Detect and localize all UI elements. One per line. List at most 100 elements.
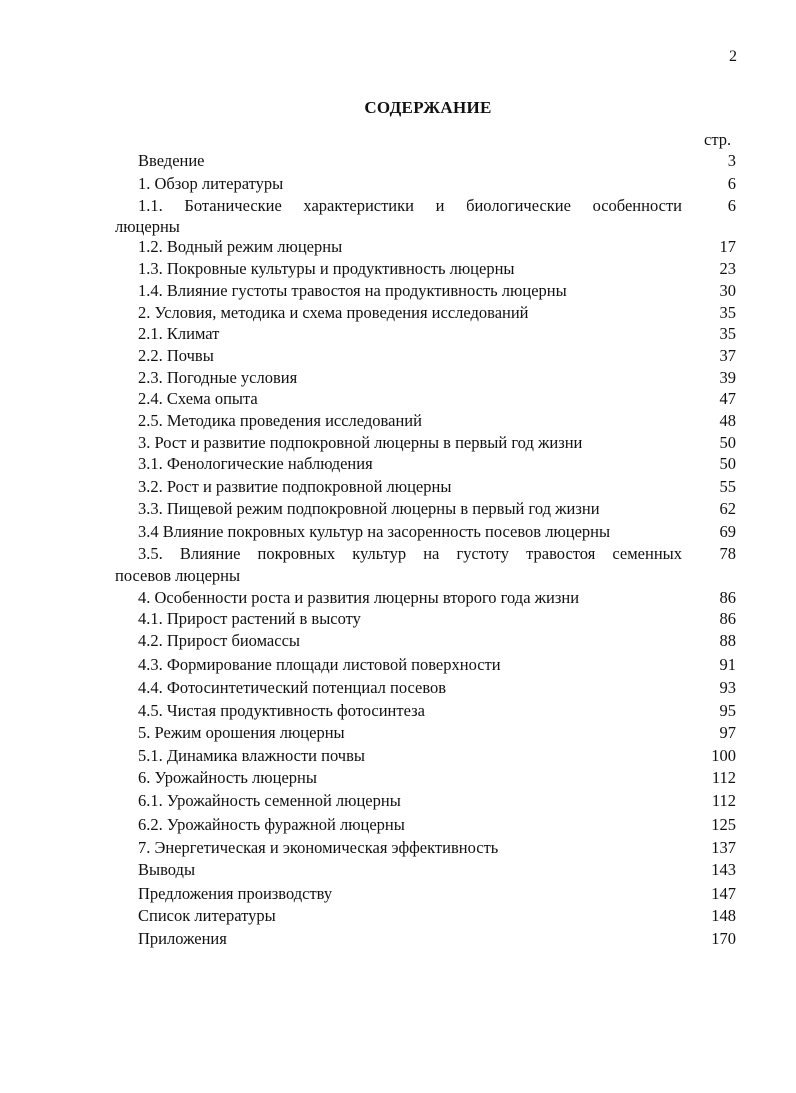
toc-entry-title: 3. Рост и развитие подпокровной люцерны …	[138, 433, 583, 452]
toc-entry: 4.5. Чистая продуктивность фотосинтеза 95	[0, 701, 796, 721]
toc-entry-title: 2. Условия, методика и схема проведения …	[138, 303, 529, 322]
toc-entry: 2.4. Схема опыта 47	[0, 389, 796, 409]
toc-entry-page: 6	[727, 174, 736, 193]
toc-entry-page: 37	[719, 346, 737, 365]
toc-entry: 5. Режим орошения люцерны 97	[0, 723, 796, 743]
toc-entry-page: 47	[719, 389, 737, 408]
toc-entry-page: 55	[719, 477, 737, 496]
toc-entry-page: 35	[719, 324, 737, 343]
toc-entry: 5.1. Динамика влажности почвы 100	[0, 746, 796, 766]
toc-entry: 1.2. Водный режим люцерны 17	[0, 237, 796, 257]
toc-entry-title: 6.2. Урожайность фуражной люцерны	[138, 815, 405, 834]
toc-entry-continuation: посевов люцерны	[0, 566, 796, 586]
toc-entry: 2. Условия, методика и схема проведения …	[0, 303, 796, 323]
toc-entry-page: 93	[719, 678, 737, 697]
toc-entry-page: 35	[719, 303, 737, 322]
toc-entry-title: 1.4. Влияние густоты травостоя на продук…	[138, 281, 567, 300]
toc-entry-title: 4.4. Фотосинтетический потенциал посевов	[138, 678, 447, 697]
toc-entry: 2.3. Погодные условия 39	[0, 368, 796, 388]
toc-entry-title: 5. Режим орошения люцерны	[138, 723, 345, 742]
toc-entry-title: 1. Обзор литературы	[138, 174, 284, 193]
toc-entry-page: 143	[711, 860, 736, 879]
toc-entry: 1.3. Покровные культуры и продуктивность…	[0, 259, 796, 279]
toc-entry: 3.4 Влияние покровных культур на засорен…	[0, 522, 796, 542]
toc-entry-title: 2.2. Почвы	[138, 346, 214, 365]
toc-entry-page: 17	[719, 237, 737, 256]
toc-entry: 3.1. Фенологические наблюдения 50	[0, 454, 796, 474]
toc-entry: 3.5. Влияние покровных культур на густот…	[0, 544, 796, 564]
toc-entry: Приложения 170	[0, 929, 796, 949]
toc-entry-title: 6. Урожайность люцерны	[138, 768, 317, 787]
toc-entry: 2.2. Почвы 37	[0, 346, 796, 366]
toc-entry: 2.5. Методика проведения исследований 48	[0, 411, 796, 431]
toc-entry-page: 86	[719, 588, 737, 607]
toc-entry-page: 39	[719, 368, 737, 387]
toc-entry-title: 2.5. Методика проведения исследований	[138, 411, 422, 430]
page-title: СОДЕРЖАНИЕ	[364, 98, 492, 117]
toc-entry-page: 3	[727, 151, 736, 170]
toc-entry: 3. Рост и развитие подпокровной люцерны …	[0, 433, 796, 453]
toc-entry-title: 5.1. Динамика влажности почвы	[138, 746, 365, 765]
toc-entry-page: 86	[719, 609, 737, 628]
toc-entry-page: 137	[711, 838, 736, 857]
toc-entry: 4.1. Прирост растений в высоту 86	[0, 609, 796, 629]
toc-entry-title: 4. Особенности роста и развития люцерны …	[138, 588, 580, 607]
toc-entry-page: 88	[719, 631, 737, 650]
toc-entry-title: Введение	[138, 151, 205, 170]
toc-entry-title: 2.4. Схема опыта	[138, 389, 258, 408]
toc-entry-page: 30	[719, 281, 737, 300]
toc-entry: Выводы 143	[0, 860, 796, 880]
toc-entry-page: 69	[719, 522, 737, 541]
page-number: 2	[729, 48, 737, 65]
toc-entry-page: 112	[711, 768, 736, 787]
toc-entry: 1.1. Ботанические характеристики и биоло…	[0, 196, 796, 216]
toc-entry-page: 97	[719, 723, 737, 742]
toc-entry: 6.1. Урожайность семенной люцерны 112	[0, 791, 796, 811]
toc-entry-title: 4.1. Прирост растений в высоту	[138, 609, 361, 628]
toc-entry: 4.4. Фотосинтетический потенциал посевов…	[0, 678, 796, 698]
toc-entry: 4.2. Прирост биомассы 88	[0, 631, 796, 651]
toc-entry-title: 7. Энергетическая и экономическая эффект…	[138, 838, 499, 857]
toc-entry: 1.4. Влияние густоты травостоя на продук…	[0, 281, 796, 301]
toc-entry: 6. Урожайность люцерны 112	[0, 768, 796, 788]
toc-entry: Предложения производству 147	[0, 884, 796, 904]
toc-entry-page: 78	[719, 544, 737, 563]
page-column-label: стр.	[704, 130, 732, 149]
toc-entry-title: Предложения производству	[138, 884, 333, 903]
toc-entry: 2.1. Климат 35	[0, 324, 796, 344]
toc-entry: 7. Энергетическая и экономическая эффект…	[0, 838, 796, 858]
toc-entry-title-continuation: посевов люцерны	[115, 566, 241, 585]
toc-entry-title: 1.2. Водный режим люцерны	[138, 237, 343, 256]
toc-entry: 3.3. Пищевой режим подпокровной люцерны …	[0, 499, 796, 519]
toc-entry-page: 50	[719, 433, 737, 452]
toc-entry-title: 4.3. Формирование площади листовой повер…	[138, 655, 501, 674]
toc-entry: 4.3. Формирование площади листовой повер…	[0, 655, 796, 675]
toc-entry-page: 147	[711, 884, 736, 903]
toc-entry-page: 100	[711, 746, 736, 765]
toc-entry-continuation: люцерны	[0, 217, 796, 237]
toc-entry-title: 3.1. Фенологические наблюдения	[138, 454, 373, 473]
toc-entry-page: 62	[719, 499, 737, 518]
toc-entry-page: 112	[711, 791, 736, 810]
toc-entry-title: 3.5. Влияние покровных культур на густот…	[138, 544, 682, 563]
toc-entry: Введение 3	[0, 151, 796, 171]
toc-entry-title: Список литературы	[138, 906, 276, 925]
toc-entry-title: 1.3. Покровные культуры и продуктивность…	[138, 259, 515, 278]
toc-entry-page: 48	[719, 411, 737, 430]
toc-entry-page: 95	[719, 701, 737, 720]
toc-entry: 6.2. Урожайность фуражной люцерны 125	[0, 815, 796, 835]
toc-entry-title-continuation: люцерны	[115, 217, 180, 236]
toc-entry-page: 23	[719, 259, 737, 278]
toc-entry-title: 3.2. Рост и развитие подпокровной люцерн…	[138, 477, 452, 496]
toc-entry: 1. Обзор литературы 6	[0, 174, 796, 194]
toc-entry-title: 6.1. Урожайность семенной люцерны	[138, 791, 401, 810]
toc-entry-title: Приложения	[138, 929, 227, 948]
toc-entry-title: 2.1. Климат	[138, 324, 220, 343]
toc-entry-title: Выводы	[138, 860, 196, 879]
toc-entry-title: 3.3. Пищевой режим подпокровной люцерны …	[138, 499, 600, 518]
toc-entry-title: 4.2. Прирост биомассы	[138, 631, 300, 650]
toc-entry-page: 148	[711, 906, 736, 925]
toc-entry-title: 2.3. Погодные условия	[138, 368, 298, 387]
toc-entry-page: 50	[719, 454, 737, 473]
toc-entry: 3.2. Рост и развитие подпокровной люцерн…	[0, 477, 796, 497]
